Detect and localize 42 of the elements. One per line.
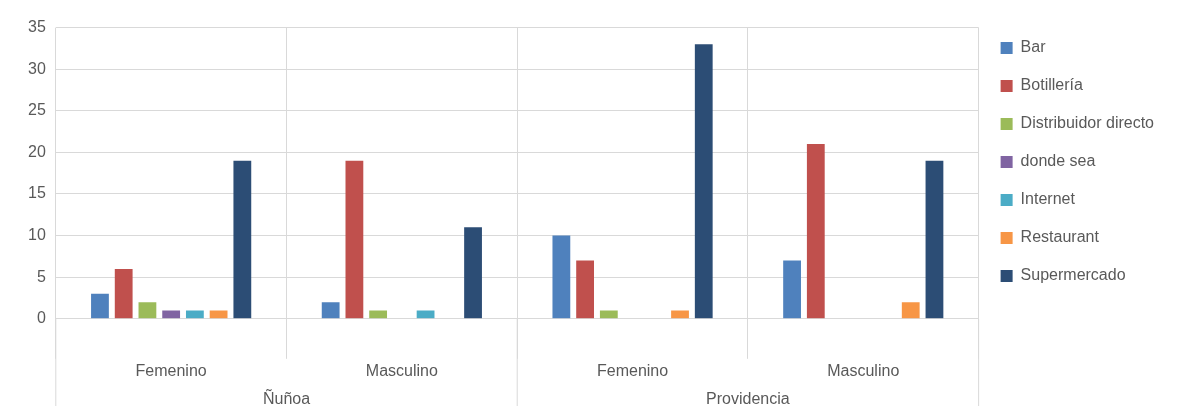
legend-label: Distribuidor directo <box>1020 114 1155 132</box>
bar <box>694 44 713 319</box>
bar <box>321 302 340 319</box>
x-tick-label: Masculino <box>827 361 900 379</box>
bar <box>576 260 594 319</box>
y-tick-label: 15 <box>28 184 46 202</box>
legend-label: Internet <box>1020 190 1076 208</box>
y-tick-label: 25 <box>28 101 46 119</box>
y-tick-label: 30 <box>28 59 46 77</box>
bar <box>345 160 364 319</box>
bar <box>464 227 482 319</box>
y-tick-label: 10 <box>28 226 46 244</box>
bar <box>552 235 571 319</box>
bar <box>138 302 157 319</box>
legend-label: Botillería <box>1020 76 1083 94</box>
legend-label: Restaurant <box>1020 228 1100 246</box>
bar <box>925 160 944 319</box>
legend-label: Bar <box>1020 38 1047 56</box>
text: Providencia <box>706 390 790 408</box>
x-tick-label: Femenino <box>596 361 669 379</box>
bar <box>671 310 689 319</box>
bar <box>783 260 801 319</box>
bar <box>185 310 204 319</box>
y-tick-label: 0 <box>36 309 46 327</box>
bar <box>599 310 618 319</box>
bar <box>901 302 920 319</box>
bar <box>416 310 435 319</box>
y-tick-label: 20 <box>28 142 46 160</box>
x-tick-label: Masculino <box>365 361 438 379</box>
bar <box>162 310 181 319</box>
x-tick-label: Femenino <box>135 361 207 379</box>
text: Ñuñoa <box>262 388 311 408</box>
bar <box>369 310 388 319</box>
legend-label: donde sea <box>1020 152 1096 170</box>
bar <box>806 144 825 319</box>
y-tick-label: 35 <box>28 18 46 36</box>
legend-label: Supermercado <box>1020 266 1126 284</box>
y-tick-label: 5 <box>36 267 46 285</box>
bar <box>233 160 252 319</box>
bar <box>91 293 109 319</box>
bar <box>209 310 228 319</box>
bar <box>114 268 133 319</box>
